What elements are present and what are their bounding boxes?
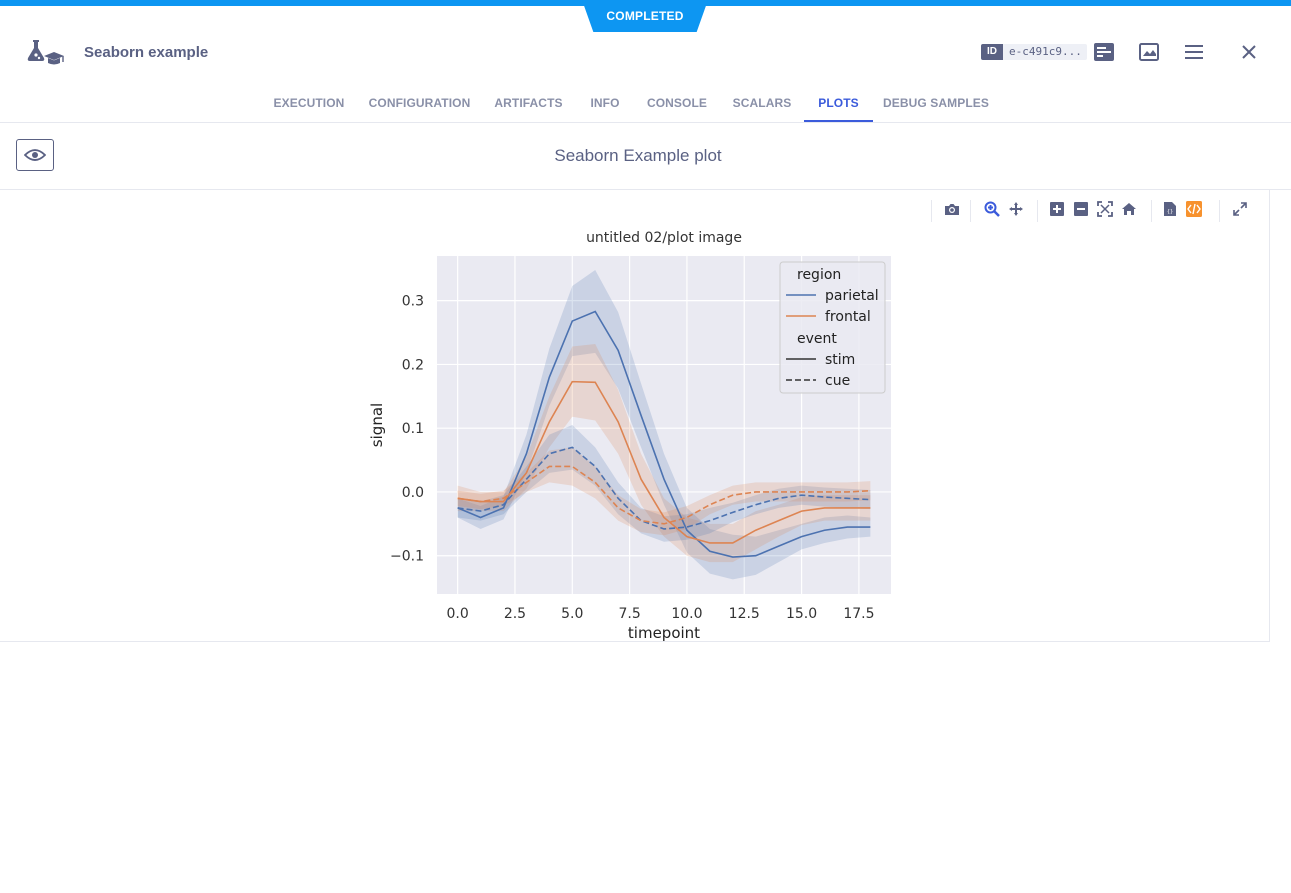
- zoom-out-icon[interactable]: [1072, 200, 1090, 218]
- x-tick-label: 15.0: [786, 606, 817, 622]
- tab-console[interactable]: CONSOLE: [646, 96, 708, 110]
- zoom-in-icon[interactable]: [1048, 200, 1066, 218]
- tab-execution[interactable]: EXECUTION: [273, 96, 345, 110]
- svg-text:{}: {}: [1167, 209, 1173, 215]
- plot-modebar: {}: [0, 200, 1270, 222]
- close-button[interactable]: [1237, 40, 1261, 64]
- x-tick-label: 0.0: [447, 606, 469, 622]
- ci-band-frontal-stim: [457, 344, 871, 563]
- reset-axes-icon[interactable]: [1120, 200, 1138, 218]
- results-view-button[interactable]: [1137, 40, 1161, 64]
- y-tick-label: 0.3: [402, 294, 424, 310]
- header: Seaborn example ID e-c491c9...: [0, 32, 1291, 72]
- experiment-title: Seaborn example: [84, 44, 209, 61]
- legend-entry-stim: stim: [825, 352, 855, 368]
- y-tick-label: 0.0: [402, 485, 424, 501]
- details-icon: [1094, 43, 1114, 61]
- download-json-icon[interactable]: {}: [1161, 200, 1179, 218]
- y-axis-label: signal: [368, 403, 386, 447]
- x-tick-label: 12.5: [729, 606, 760, 622]
- plots-toolbar: Seaborn Example plot: [0, 123, 1291, 190]
- x-axis-label: timepoint: [628, 624, 700, 642]
- modebar-separator: [1151, 200, 1152, 222]
- figure-title: untitled 02/plot image: [586, 230, 742, 246]
- x-tick-label: 10.0: [671, 606, 702, 622]
- tab-configuration[interactable]: CONFIGURATION: [368, 96, 471, 110]
- y-tick-label: −0.1: [390, 549, 424, 565]
- series-line-parietal-cue: [457, 446, 871, 530]
- tab-scalars[interactable]: SCALARS: [732, 96, 792, 110]
- id-label: ID: [981, 44, 1003, 60]
- toggle-visibility-button[interactable]: [16, 139, 54, 171]
- id-value: e-c491c9...: [1003, 44, 1087, 60]
- legend-entry-parietal: parietal: [825, 288, 879, 304]
- status-badge: COMPLETED: [582, 0, 708, 32]
- modebar-separator: [1219, 200, 1220, 222]
- eye-icon: [24, 149, 46, 161]
- x-tick-label: 5.0: [561, 606, 583, 622]
- camera-icon[interactable]: [943, 200, 961, 218]
- y-tick-label: 0.2: [402, 357, 424, 373]
- series-line-frontal-cue: [457, 465, 871, 525]
- legend-title-region: region: [797, 267, 841, 283]
- series-line-parietal-stim: [457, 310, 871, 558]
- tab-plots[interactable]: PLOTS: [804, 84, 873, 122]
- tab-debug-samples[interactable]: DEBUG SAMPLES: [883, 96, 989, 110]
- ci-band-frontal-cue: [457, 447, 871, 536]
- fullscreen-icon[interactable]: [1231, 200, 1249, 218]
- autoscale-icon[interactable]: [1096, 200, 1114, 218]
- details-view-button[interactable]: [1092, 40, 1116, 64]
- plot-panel: {} untitled 02/plot image 0.0 2.5 5.0 7.5 10…: [0, 190, 1270, 642]
- x-tick-label: 7.5: [618, 606, 640, 622]
- modebar-separator: [970, 200, 971, 222]
- experiment-id-chip[interactable]: ID e-c491c9...: [981, 44, 1087, 60]
- pan-icon[interactable]: [1007, 200, 1025, 218]
- ci-band-parietal-cue: [457, 425, 871, 542]
- x-tick-label: 2.5: [504, 606, 526, 622]
- y-tick-label: 0.1: [402, 421, 424, 437]
- tab-info[interactable]: INFO: [590, 96, 620, 110]
- zoom-icon[interactable]: [983, 200, 1001, 218]
- series-line-frontal-stim: [457, 380, 871, 544]
- legend-entry-cue: cue: [825, 373, 850, 389]
- legend-entry-frontal: frontal: [825, 309, 871, 325]
- plot-section-title: Seaborn Example plot: [554, 146, 722, 165]
- x-tick-label: 17.5: [843, 606, 874, 622]
- experiment-logo-icon: [24, 36, 66, 68]
- embed-code-icon[interactable]: [1185, 200, 1203, 218]
- tab-artifacts[interactable]: ARTIFACTS: [494, 96, 563, 110]
- modebar-separator: [931, 200, 932, 222]
- chart-window-icon: [1139, 43, 1159, 61]
- close-icon: [1242, 45, 1256, 59]
- tab-bar: EXECUTION CONFIGURATION ARTIFACTS INFO C…: [0, 84, 1291, 123]
- hamburger-menu-icon: [1185, 45, 1203, 59]
- modebar-separator: [1037, 200, 1038, 222]
- menu-button[interactable]: [1182, 40, 1206, 64]
- legend-title-event: event: [797, 331, 837, 347]
- seaborn-line-chart: 0.0 2.5 5.0 7.5 10.0 12.5 15.0 17.5 −0.1 0.0 0.1 0.…: [368, 256, 891, 642]
